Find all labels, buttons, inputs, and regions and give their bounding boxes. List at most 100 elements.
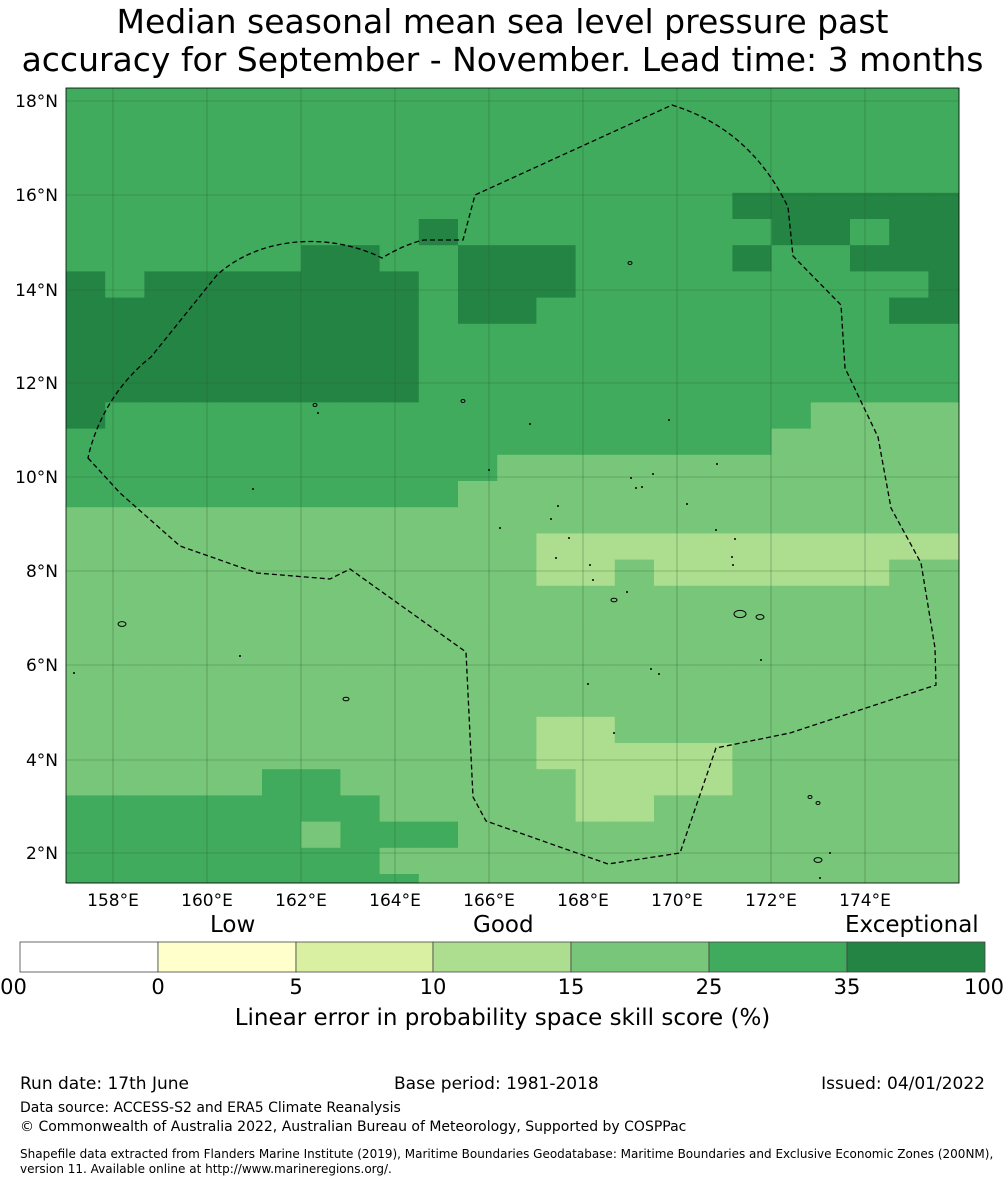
raster-cell (105, 323, 145, 351)
raster-cell (614, 585, 655, 613)
raster-cell (262, 428, 302, 456)
raster-cell (928, 743, 960, 770)
raster-cell (928, 847, 960, 875)
raster-cell (928, 585, 960, 613)
raster-cell (614, 481, 655, 508)
raster-cell (105, 559, 145, 587)
raster-cell (262, 585, 302, 613)
raster-cell (693, 769, 733, 796)
raster-cell (889, 847, 929, 875)
raster-cell (458, 88, 498, 115)
raster-cell (301, 847, 341, 875)
raster-cell (262, 795, 302, 822)
raster-cell (732, 192, 772, 220)
raster-cell (771, 140, 812, 167)
raster-cell (458, 533, 498, 560)
raster-cell (379, 428, 420, 456)
raster-cell (850, 585, 890, 613)
raster-cell (536, 559, 576, 587)
raster-cell (693, 376, 733, 403)
raster-cell (497, 271, 537, 298)
raster-cell (771, 743, 812, 770)
raster-cell (183, 612, 224, 639)
raster-cell (340, 402, 380, 429)
raster-cell (810, 690, 851, 718)
raster-cell (262, 323, 302, 351)
raster-cell (889, 140, 929, 167)
raster-cell (418, 297, 459, 325)
raster-cell (928, 769, 960, 796)
raster-cell (222, 428, 263, 456)
raster-cell (66, 376, 106, 403)
raster-cell (418, 743, 459, 770)
raster-cell (418, 166, 459, 194)
raster-cell (379, 769, 420, 796)
raster-cell (654, 114, 694, 141)
raster-cell (340, 88, 380, 115)
island-outline (815, 801, 821, 805)
raster-cell (105, 454, 145, 482)
raster-cell (732, 323, 772, 351)
raster-cell (614, 507, 655, 534)
raster-cell (418, 821, 459, 849)
raster-cell (105, 192, 145, 220)
raster-cell (105, 481, 145, 508)
raster-cell (693, 271, 733, 298)
raster-cell (732, 114, 772, 141)
raster-cell (379, 402, 420, 429)
raster-cell (497, 585, 537, 613)
raster-cell (889, 743, 929, 770)
raster-cell (536, 638, 576, 665)
raster-cell (418, 664, 459, 691)
raster-cell (340, 821, 380, 849)
islet-mark (668, 419, 670, 421)
raster-cell (536, 166, 576, 194)
raster-cell (497, 821, 537, 849)
island-outline (342, 696, 350, 702)
raster-cell (262, 140, 302, 167)
raster-cell (614, 192, 655, 220)
raster-cell (301, 821, 341, 849)
raster-cell (693, 638, 733, 665)
raster-cell (771, 716, 812, 744)
raster-cell (928, 166, 960, 194)
raster-cell (144, 795, 184, 822)
raster-cell (497, 507, 537, 534)
raster-cell (418, 88, 459, 115)
raster-cell (222, 664, 263, 691)
raster-cell (222, 245, 263, 272)
raster-cell (575, 114, 616, 141)
raster-cell (301, 350, 341, 377)
raster-cell (183, 769, 224, 796)
raster-cell (418, 716, 459, 744)
raster-cell (575, 402, 616, 429)
colorbar-tick: 0 (151, 975, 165, 999)
raster-cell (850, 481, 890, 508)
raster-cell (183, 245, 224, 272)
raster-cell (654, 428, 694, 456)
raster-cell (144, 716, 184, 744)
raster-cell (183, 795, 224, 822)
colorbar-segment (19, 941, 159, 973)
colorbar-label: Linear error in probability space skill … (234, 1005, 771, 1031)
raster-cell (144, 323, 184, 351)
colorbar-category-good: Good (473, 912, 534, 938)
raster-cell (301, 323, 341, 351)
raster-cell (105, 507, 145, 534)
islet-mark (626, 591, 628, 593)
raster-cell (810, 271, 851, 298)
raster-cell (536, 88, 576, 115)
raster-cell (850, 402, 890, 429)
raster-cell (105, 245, 145, 272)
raster-cell (262, 847, 302, 875)
raster-cell (66, 402, 106, 429)
raster-cell (771, 874, 812, 884)
raster-cell (850, 638, 890, 665)
raster-cell (497, 716, 537, 744)
islet-mark (252, 488, 254, 490)
raster-cell (928, 88, 960, 115)
raster-cell (889, 323, 929, 351)
raster-cell (693, 192, 733, 220)
raster-cell (340, 323, 380, 351)
raster-cell (144, 166, 184, 194)
